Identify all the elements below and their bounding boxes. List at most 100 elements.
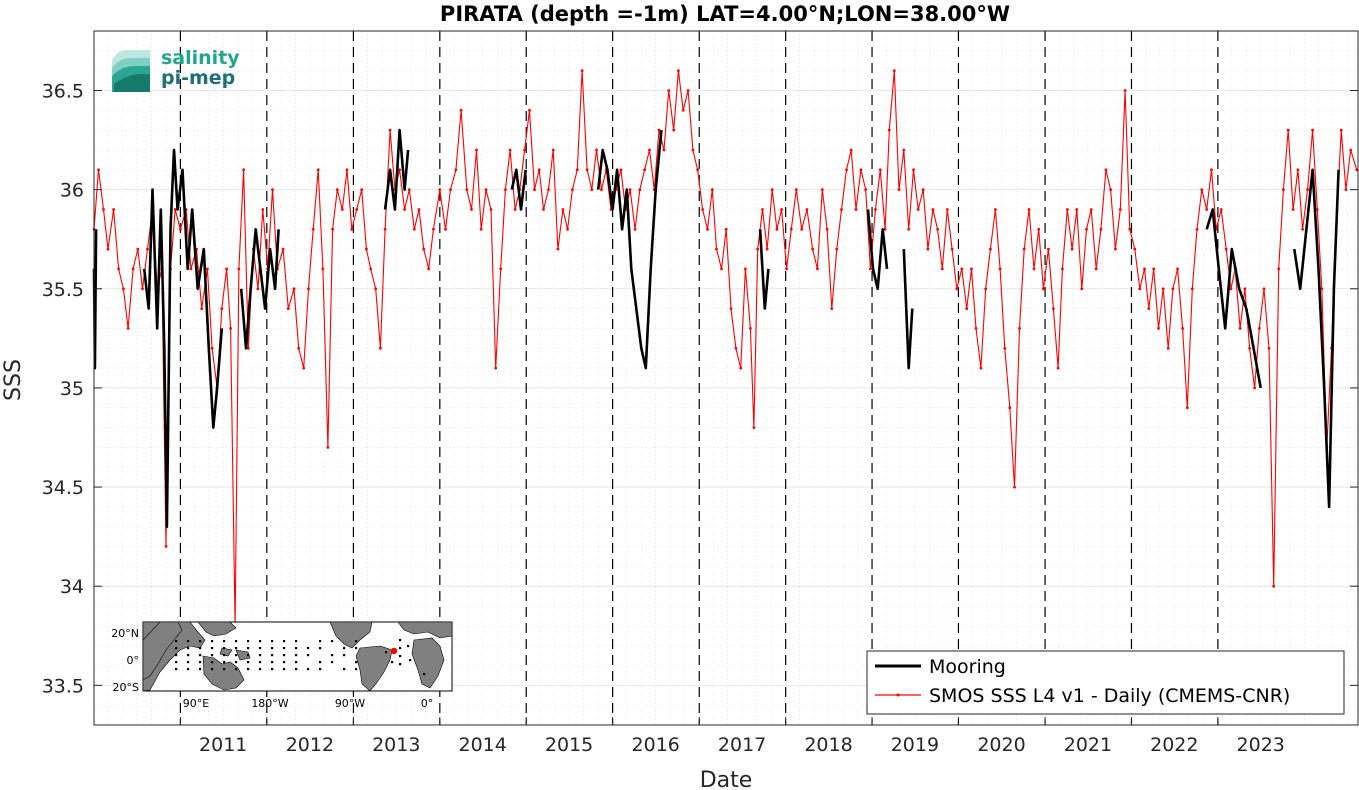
smos-point — [1262, 287, 1266, 291]
inset-mooring-dot — [319, 640, 322, 643]
legend-smos-marker — [896, 693, 900, 697]
smos-point — [407, 188, 411, 192]
smos-point — [475, 148, 478, 152]
smos-point — [1157, 327, 1160, 330]
smos-point — [1181, 327, 1184, 330]
smos-point — [1296, 168, 1300, 172]
inset-mooring-dot — [271, 661, 274, 664]
smos-point — [438, 188, 442, 192]
inset-mooring-dot — [399, 639, 402, 642]
smos-point — [835, 247, 839, 251]
smos-point — [1138, 287, 1142, 291]
inset-lon-0: 0° — [421, 697, 434, 710]
inset-mooring-dot — [235, 647, 238, 650]
y-tick-label: 35.5 — [42, 279, 84, 301]
smos-point — [489, 208, 493, 211]
inset-mooring-dot — [211, 668, 214, 671]
smos-point — [551, 148, 555, 152]
inset-mooring-dot — [223, 654, 226, 657]
smos-point — [1267, 346, 1271, 350]
inset-mooring-dot — [247, 661, 250, 664]
inset-location-map: 20°N 0° 20°S 90°E 180°W 90°W 0° — [111, 621, 453, 710]
inset-mooring-dot — [307, 654, 310, 657]
smos-point — [765, 247, 769, 251]
smos-point — [874, 208, 877, 211]
logo-line-2: pi-mep — [161, 67, 235, 89]
smos-point — [1109, 188, 1112, 192]
smos-point — [229, 327, 233, 330]
inset-mooring-dot — [247, 647, 250, 650]
smos-point — [1104, 168, 1108, 172]
smos-point — [1061, 267, 1064, 271]
inset-mooring-dot — [295, 654, 298, 657]
inset-mooring-dot — [223, 640, 226, 643]
x-tick-label: 2011 — [199, 734, 247, 756]
smos-point — [585, 168, 589, 172]
inset-mooring-dot — [399, 655, 402, 658]
smos-point — [1248, 346, 1251, 350]
smos-point — [398, 168, 401, 172]
smos-point — [994, 208, 997, 211]
smos-point — [960, 267, 964, 271]
smos-point — [916, 208, 920, 211]
smos-point — [292, 287, 296, 291]
smos-point — [141, 287, 144, 291]
smos-point — [417, 208, 421, 211]
smos-point — [206, 267, 209, 271]
inset-mooring-dot — [211, 640, 214, 643]
smos-point — [1320, 287, 1324, 291]
inset-mooring-dot — [175, 654, 178, 657]
mooring-location-marker — [390, 647, 398, 655]
smos-point — [628, 188, 632, 192]
smos-point — [600, 188, 603, 192]
smos-point — [710, 188, 714, 192]
smos-point — [1243, 287, 1247, 291]
smos-point — [657, 128, 661, 132]
smos-point — [830, 307, 834, 310]
y-tick-label: 36 — [60, 180, 84, 202]
smos-point — [1022, 247, 1026, 251]
smos-point — [432, 227, 435, 231]
inset-mooring-dot — [235, 654, 238, 657]
smos-point — [989, 247, 992, 251]
smos-point — [179, 227, 182, 231]
y-tick-label: 35 — [60, 378, 84, 400]
inset-mooring-dot — [343, 654, 346, 657]
smos-point — [595, 148, 598, 152]
smos-point — [173, 208, 177, 211]
smos-point — [921, 188, 925, 192]
legend-mooring-label: Mooring — [929, 656, 1006, 678]
inset-mooring-dot — [399, 647, 402, 650]
smos-point — [136, 247, 140, 251]
smos-point — [633, 227, 637, 231]
inset-mooring-dot — [271, 640, 274, 643]
inset-mooring-dot — [283, 647, 286, 650]
legend: Mooring SMOS SSS L4 v1 - Daily (CMEMS-CN… — [866, 650, 1345, 715]
smos-point — [974, 327, 978, 330]
smos-point — [950, 247, 954, 251]
smos-point — [412, 227, 416, 231]
inset-mooring-dot — [407, 645, 410, 648]
smos-point — [1210, 168, 1213, 172]
smos-point — [286, 307, 290, 310]
smos-point — [1013, 485, 1016, 489]
smos-point — [756, 247, 760, 251]
y-tick-label: 36.5 — [42, 80, 84, 102]
inset-mooring-dot — [187, 661, 190, 664]
smos-point — [321, 267, 325, 271]
smos-point — [374, 287, 378, 291]
inset-mooring-dot — [247, 654, 250, 657]
x-axis-label: Date — [700, 768, 753, 790]
inset-mooring-dot — [355, 668, 358, 671]
inset-mooring-dot — [409, 659, 412, 662]
smos-point — [724, 227, 728, 231]
smos-point — [131, 267, 135, 271]
wave-logo-icon — [112, 50, 150, 92]
mooring-series-segment — [239, 228, 280, 350]
smos-point — [672, 128, 676, 132]
smos-point — [1143, 267, 1146, 271]
inset-mooring-dot — [211, 661, 214, 664]
smos-point — [816, 267, 819, 271]
smos-point — [479, 227, 483, 231]
smos-point — [237, 267, 241, 271]
